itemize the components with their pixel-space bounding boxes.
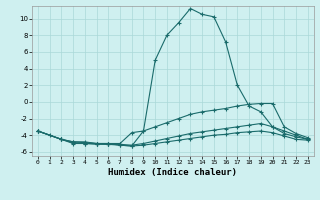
X-axis label: Humidex (Indice chaleur): Humidex (Indice chaleur) [108,168,237,177]
